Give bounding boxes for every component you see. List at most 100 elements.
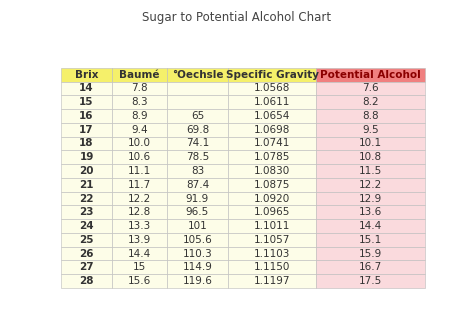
Bar <box>228 82 316 95</box>
Text: 23: 23 <box>79 207 94 217</box>
Text: 18: 18 <box>79 138 94 149</box>
Bar <box>316 219 425 233</box>
Text: 1.0830: 1.0830 <box>254 166 290 176</box>
Text: 12.2: 12.2 <box>359 180 382 190</box>
Bar <box>112 260 166 274</box>
Text: 8.2: 8.2 <box>362 97 379 107</box>
Text: 15.1: 15.1 <box>359 235 382 245</box>
Bar <box>316 260 425 274</box>
Bar <box>166 109 228 123</box>
Bar <box>228 95 316 109</box>
Text: 15.6: 15.6 <box>128 276 151 286</box>
Text: 11.5: 11.5 <box>359 166 382 176</box>
Bar <box>61 136 112 150</box>
Bar <box>228 68 316 82</box>
Bar <box>112 247 166 260</box>
Text: 119.6: 119.6 <box>182 276 212 286</box>
Text: 20: 20 <box>79 166 94 176</box>
Text: Specific Gravity: Specific Gravity <box>226 70 319 80</box>
Bar <box>112 136 166 150</box>
Text: 8.3: 8.3 <box>131 97 147 107</box>
Bar <box>166 219 228 233</box>
Text: 11.7: 11.7 <box>128 180 151 190</box>
Bar <box>112 95 166 109</box>
Bar <box>228 150 316 164</box>
Text: Brix: Brix <box>75 70 98 80</box>
Bar <box>166 205 228 219</box>
Bar <box>316 150 425 164</box>
Text: 25: 25 <box>79 235 94 245</box>
Text: 1.0611: 1.0611 <box>254 97 290 107</box>
Bar <box>228 274 316 288</box>
Bar <box>112 123 166 136</box>
Bar <box>61 274 112 288</box>
Bar <box>316 274 425 288</box>
Bar <box>316 164 425 178</box>
Bar <box>316 205 425 219</box>
Bar <box>228 164 316 178</box>
Bar <box>61 233 112 247</box>
Bar <box>316 123 425 136</box>
Bar <box>61 219 112 233</box>
Text: °Oechsle: °Oechsle <box>172 70 223 80</box>
Bar <box>61 192 112 205</box>
Text: 16.7: 16.7 <box>359 262 382 272</box>
Bar <box>228 205 316 219</box>
Text: 26: 26 <box>79 249 94 259</box>
Text: 15: 15 <box>79 97 94 107</box>
Text: 74.1: 74.1 <box>186 138 209 149</box>
Bar <box>61 260 112 274</box>
Text: 78.5: 78.5 <box>186 152 209 162</box>
Bar <box>166 68 228 82</box>
Text: 65: 65 <box>191 111 204 121</box>
Bar <box>316 233 425 247</box>
Text: 1.1150: 1.1150 <box>254 262 290 272</box>
Bar <box>228 136 316 150</box>
Text: 105.6: 105.6 <box>182 235 212 245</box>
Text: 27: 27 <box>79 262 94 272</box>
Bar <box>112 82 166 95</box>
Bar <box>166 233 228 247</box>
Text: Sugar to Potential Alcohol Chart: Sugar to Potential Alcohol Chart <box>143 11 331 24</box>
Text: 8.8: 8.8 <box>362 111 379 121</box>
Bar <box>166 95 228 109</box>
Bar <box>228 123 316 136</box>
Bar <box>166 123 228 136</box>
Text: 1.1197: 1.1197 <box>254 276 290 286</box>
Text: 91.9: 91.9 <box>186 193 209 203</box>
Bar <box>61 247 112 260</box>
Bar <box>166 247 228 260</box>
Text: 22: 22 <box>79 193 94 203</box>
Text: 110.3: 110.3 <box>182 249 212 259</box>
Text: 87.4: 87.4 <box>186 180 209 190</box>
Bar <box>228 178 316 192</box>
Text: 1.0875: 1.0875 <box>254 180 290 190</box>
Bar <box>61 205 112 219</box>
Text: 1.0965: 1.0965 <box>254 207 290 217</box>
Bar <box>112 205 166 219</box>
Text: Potential Alcohol: Potential Alcohol <box>320 70 420 80</box>
Bar <box>316 247 425 260</box>
Text: 16: 16 <box>79 111 94 121</box>
Text: 10.6: 10.6 <box>128 152 151 162</box>
Bar <box>166 260 228 274</box>
Bar <box>228 219 316 233</box>
Text: 12.2: 12.2 <box>128 193 151 203</box>
Text: 1.0698: 1.0698 <box>254 125 290 135</box>
Text: 1.0785: 1.0785 <box>254 152 290 162</box>
Bar <box>166 178 228 192</box>
Bar <box>112 109 166 123</box>
Text: 1.1103: 1.1103 <box>254 249 290 259</box>
Bar <box>61 150 112 164</box>
Text: 9.5: 9.5 <box>362 125 379 135</box>
Bar <box>228 260 316 274</box>
Bar <box>61 123 112 136</box>
Text: 15: 15 <box>133 262 146 272</box>
Text: 14.4: 14.4 <box>128 249 151 259</box>
Text: 14: 14 <box>79 84 94 93</box>
Text: 10.0: 10.0 <box>128 138 151 149</box>
Text: 15.9: 15.9 <box>359 249 382 259</box>
Bar <box>166 136 228 150</box>
Bar <box>228 109 316 123</box>
Text: 11.1: 11.1 <box>128 166 151 176</box>
